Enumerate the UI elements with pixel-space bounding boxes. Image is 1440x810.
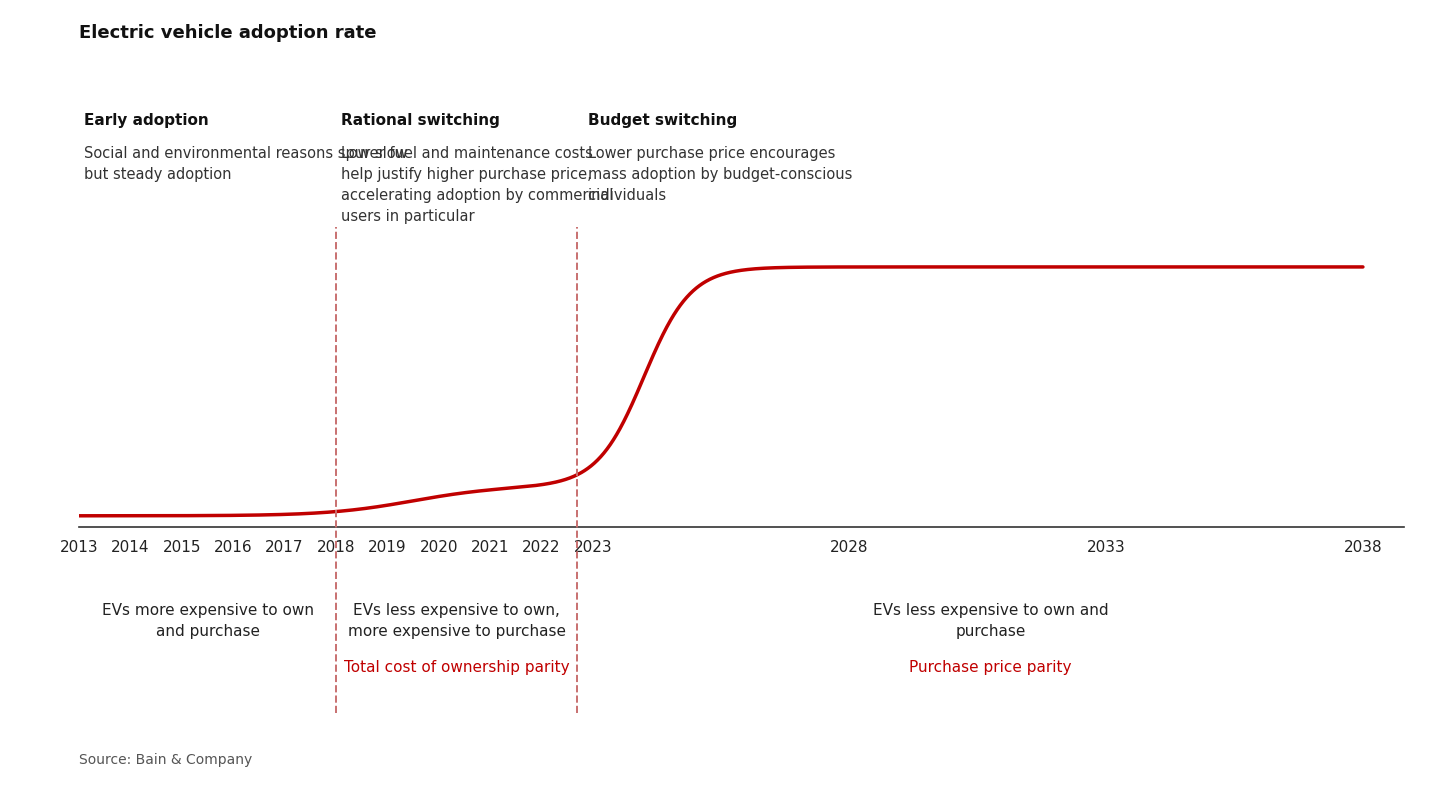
Text: Budget switching: Budget switching <box>588 113 737 129</box>
Text: EVs less expensive to own and
purchase: EVs less expensive to own and purchase <box>873 603 1109 639</box>
Text: Total cost of ownership parity: Total cost of ownership parity <box>344 660 569 676</box>
Text: Rational switching: Rational switching <box>341 113 500 129</box>
Text: Purchase price parity: Purchase price parity <box>910 660 1071 676</box>
Text: Source: Bain & Company: Source: Bain & Company <box>79 753 252 767</box>
Text: Lower purchase price encourages
mass adoption by budget-conscious
individuals: Lower purchase price encourages mass ado… <box>588 146 852 202</box>
Text: Social and environmental reasons spur slow
but steady adoption: Social and environmental reasons spur sl… <box>85 146 408 181</box>
Text: Early adoption: Early adoption <box>85 113 209 129</box>
Text: Lower fuel and maintenance costs
help justify higher purchase price,
acceleratin: Lower fuel and maintenance costs help ju… <box>341 146 613 224</box>
Text: EVs less expensive to own,
more expensive to purchase: EVs less expensive to own, more expensiv… <box>347 603 566 639</box>
Text: Electric vehicle adoption rate: Electric vehicle adoption rate <box>79 24 377 42</box>
Text: EVs more expensive to own
and purchase: EVs more expensive to own and purchase <box>102 603 314 639</box>
